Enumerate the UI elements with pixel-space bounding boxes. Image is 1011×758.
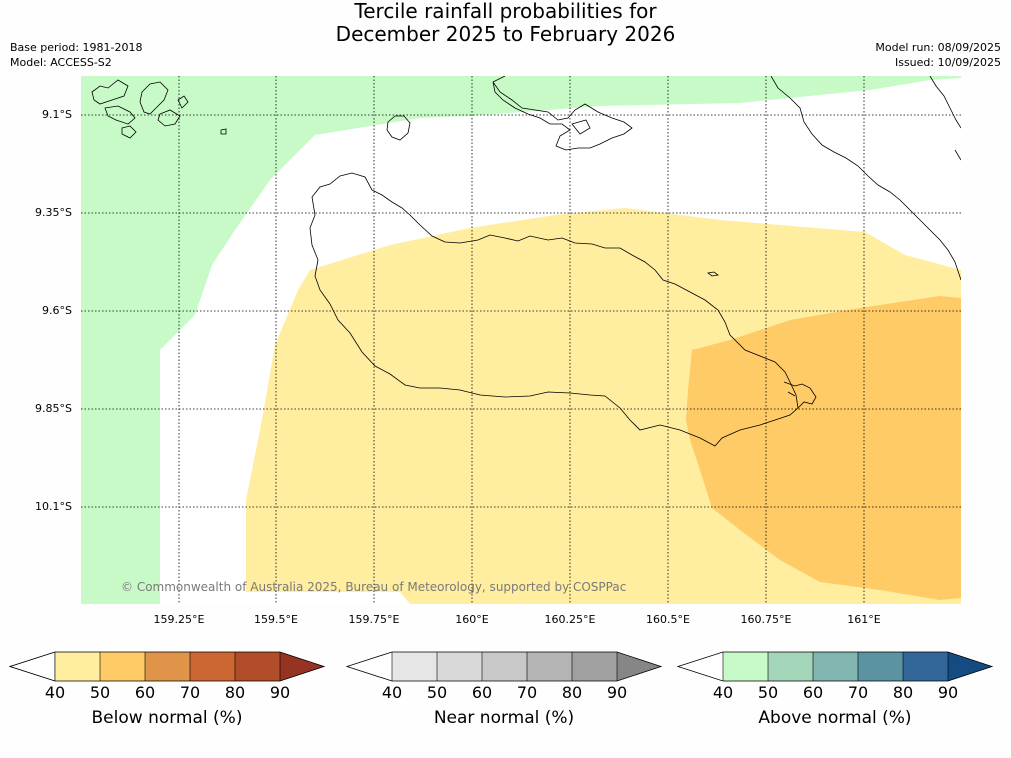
longitude-label: 159.25°E <box>153 613 205 626</box>
colorbar-tick-label: 40 <box>712 683 734 702</box>
colorbar-tick-label: 50 <box>757 683 779 702</box>
colorbar-swatch <box>858 652 903 681</box>
info-left: Base period: 1981-2018 Model: ACCESS-S2 <box>10 40 142 70</box>
colorbar-swatch <box>100 652 145 681</box>
colorbar-title-above-normal: Above normal (%) <box>758 708 912 728</box>
longitude-label: 160.25°E <box>544 613 596 626</box>
colorbar-tick-label: 60 <box>471 683 493 702</box>
latitude-label: 9.6°S <box>42 304 72 317</box>
florida-islands-coastline <box>492 76 633 151</box>
colorbar-swatch <box>948 652 992 681</box>
chart-title-line-2: December 2025 to February 2026 <box>335 22 676 46</box>
colorbar-swatch <box>190 652 235 681</box>
colorbar-swatch <box>392 652 437 681</box>
colorbar-swatch <box>9 651 56 682</box>
savo-island-coastline <box>386 115 411 141</box>
model-text: Model: ACCESS-S2 <box>10 56 112 69</box>
colorbar-swatch <box>678 652 723 681</box>
colorbar-title-near-normal: Near normal (%) <box>433 708 575 728</box>
colorbar-tick-label: 70 <box>847 683 869 702</box>
longitude-label: 161°E <box>847 613 881 626</box>
colorbar-swatch <box>482 652 527 681</box>
colorbar-swatch <box>768 652 813 681</box>
colorbar-tick-label: 80 <box>561 683 583 702</box>
colorbar-tick-label: 50 <box>89 683 111 702</box>
below-normal-50-region <box>686 296 961 600</box>
colorbar-dividers <box>722 652 949 681</box>
issued-text: Issued: 10/09/2025 <box>894 56 1001 69</box>
longitude-label: 160.75°E <box>740 613 792 626</box>
coastlines <box>91 76 961 447</box>
chart-title-line-1: Tercile rainfall probabilities for <box>354 0 657 23</box>
latitude-label: 9.85°S <box>35 402 72 415</box>
colorbar-below-normal <box>8 651 326 682</box>
colorbar-swatch <box>235 652 280 681</box>
guadalcanal-coastline <box>309 172 799 447</box>
longitude-label: 160.5°E <box>646 613 690 626</box>
colorbar-swatch <box>572 652 617 681</box>
colorbar-near-normal <box>345 651 663 682</box>
colorbar-tick-label: 60 <box>134 683 156 702</box>
colorbar-swatch <box>813 652 858 681</box>
colorbar-swatch <box>617 652 661 681</box>
colorbar-swatch <box>145 652 190 681</box>
colorbar-title-below-normal: Below normal (%) <box>91 708 243 728</box>
marau-sound-coastline <box>783 381 817 409</box>
colorbar-tick-label: 40 <box>381 683 403 702</box>
colorbar-swatch <box>347 652 392 681</box>
colorbar-tick-label: 80 <box>224 683 246 702</box>
map-area <box>81 76 961 604</box>
colorbar-tick-label: 60 <box>802 683 824 702</box>
colorbar-dividers <box>391 652 618 681</box>
graticule <box>81 76 961 604</box>
colorbar-swatch <box>903 652 948 681</box>
longitude-label: 159.5°E <box>254 613 298 626</box>
above-normal-region-west <box>81 76 470 604</box>
info-right: Model run: 08/09/2025 Issued: 10/09/2025 <box>875 40 1001 70</box>
colorbar-swatch <box>280 652 324 681</box>
colorbar-tick-label: 90 <box>937 683 959 702</box>
colorbar-swatch <box>55 652 100 681</box>
colorbar-above-normal <box>676 651 994 682</box>
longitude-label: 160°E <box>455 613 489 626</box>
colorbar-tick-label: 40 <box>44 683 66 702</box>
longitude-label: 159.75°E <box>348 613 400 626</box>
colorbar-tick-label: 90 <box>606 683 628 702</box>
latitude-label: 9.1°S <box>42 108 72 121</box>
colorbar-swatch <box>437 652 482 681</box>
colorbar-swatch <box>723 652 768 681</box>
colorbar-tick-label: 70 <box>179 683 201 702</box>
latitude-label: 9.35°S <box>35 206 72 219</box>
colorbar-tick-label: 80 <box>892 683 914 702</box>
model-run-text: Model run: 08/09/2025 <box>875 41 1001 54</box>
colorbar-swatch <box>527 652 572 681</box>
colorbar-dividers <box>54 652 281 681</box>
colorbar-tick-label: 90 <box>269 683 291 702</box>
colorbar-tick-label: 50 <box>426 683 448 702</box>
base-period-text: Base period: 1981-2018 <box>10 41 143 54</box>
small-islet-coastline <box>707 271 719 277</box>
malaita-coastline <box>770 76 961 281</box>
above-normal-region-north <box>470 76 961 116</box>
colorbar-tick-label: 70 <box>516 683 538 702</box>
latitude-label: 10.1°S <box>35 500 72 513</box>
russell-islands-coastline <box>91 79 227 139</box>
copyright-notice: © Commonwealth of Australia 2025, Bureau… <box>121 580 627 594</box>
